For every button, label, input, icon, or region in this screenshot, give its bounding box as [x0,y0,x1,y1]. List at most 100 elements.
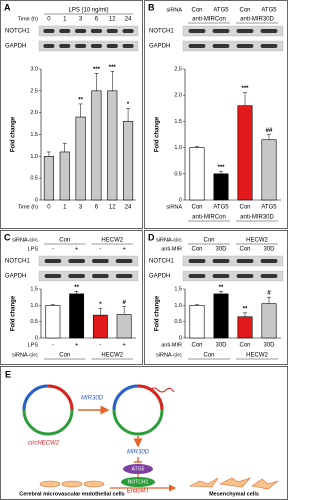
y-tick-label: 1.5 [30,286,38,292]
row-label: siRNA-circ [12,237,38,243]
x-tick-label: Con [191,343,202,349]
row-item: 6 [95,17,99,23]
bar [261,303,277,339]
x-tick-label: 24 [125,205,132,211]
bar [91,90,102,201]
row-item: ATG5 [213,8,229,14]
blot-band [106,44,118,48]
blot-label: NOTCH1 [5,29,30,35]
node [121,477,155,487]
blot-label: NOTCH1 [5,259,30,265]
y-tick-label: 1.0 [174,145,182,151]
y-tick-label: 2.0 [30,110,38,116]
y-axis-label: Fold change [11,116,17,152]
row-label: siRNA-circ [12,352,38,358]
annotation: ** [243,306,248,312]
y-tick-label: 1.5 [30,132,38,138]
blot-label: GAPDH [5,44,26,50]
y-tick-label: 2.0 [174,93,182,99]
bar [189,305,205,339]
y-axis-label: Fold change [11,295,17,331]
row-item: 0 [47,17,51,23]
row-item: HECW2 [101,353,123,359]
circ-rna [47,384,74,411]
blot-band [59,29,71,33]
blot-band [115,259,133,263]
x-tick-label: 3 [79,205,83,211]
x-tick-label: + [122,343,126,349]
blot-band [188,29,206,33]
blot-band [68,274,85,278]
blot [38,25,139,37]
blot-band [260,29,278,33]
y-tick-label: 1.0 [30,154,38,160]
bar [92,314,108,339]
blot-band [43,29,55,33]
row-item: HECW2 [246,353,268,359]
blot-band [115,274,133,278]
cell-label: Cerebral microvascular endothelial cells [19,491,124,497]
blot-band [236,44,254,48]
row-item: ATG5 [261,8,277,14]
y-tick-label: 0 [179,335,182,341]
blot [182,270,284,282]
annotation: ** [78,98,83,104]
squiggle [149,387,175,393]
row-item: HECW2 [246,238,268,244]
bar [237,316,253,339]
blot-label: GAPDH [149,274,170,280]
y-axis-label: Fold change [155,116,161,152]
blot-label: NOTCH1 [149,29,174,35]
blot [38,255,139,267]
bar [43,156,54,201]
circ-rna [22,384,49,411]
node-label: NOTCH1 [128,479,149,485]
x-tick-label: + [75,343,79,349]
cell [61,480,83,488]
y-tick-label: 1.5 [174,286,182,292]
x-tick-label: 12 [109,205,116,211]
panel-frame [0,0,143,229]
x-tick-label: 1 [63,205,67,211]
blot-band [236,274,254,278]
blot-label: GAPDH [5,274,26,280]
row-item: HECW2 [101,238,123,244]
circ-rna [112,384,139,411]
x-tick-label: 30D [215,343,227,349]
row-item: 12 [109,17,116,23]
row-item: 1 [63,17,67,23]
annotation: *** [217,165,225,171]
row-item: - [99,247,101,253]
annotation: ** [219,285,224,291]
mir-label: MIR30D [81,396,104,402]
annotation: *** [93,67,101,73]
blot-band [122,29,134,33]
y-tick-label: 0 [35,197,38,203]
x-axis-label: anti-MIR [161,342,182,348]
x-tick-label: ATG5 [213,205,229,211]
blot-band [260,44,278,48]
row-item: anti-MIR30D [240,215,274,221]
cell [83,480,105,488]
row-item: Con [59,238,70,244]
x-tick-label: 6 [95,205,99,211]
cell [218,477,251,488]
row-item: Con [191,247,202,253]
blot-band [44,259,62,263]
x-tick-label: Con [191,205,202,211]
blot-band [212,259,230,263]
row-label: Time (h) [18,16,38,22]
row-label: LPS [28,246,39,252]
x-tick-label: ATG5 [261,205,277,211]
annotation: ** [74,285,79,291]
blot-band [68,259,85,263]
bar [213,173,229,201]
blot-band [106,29,118,33]
blot-label: GAPDH [149,44,170,50]
cell [39,480,61,488]
node-label: ATG5 [132,466,145,472]
blot-band [236,29,254,33]
panel-frame [144,0,288,229]
row-label: anti-MIR [161,246,182,252]
blot [38,270,139,282]
